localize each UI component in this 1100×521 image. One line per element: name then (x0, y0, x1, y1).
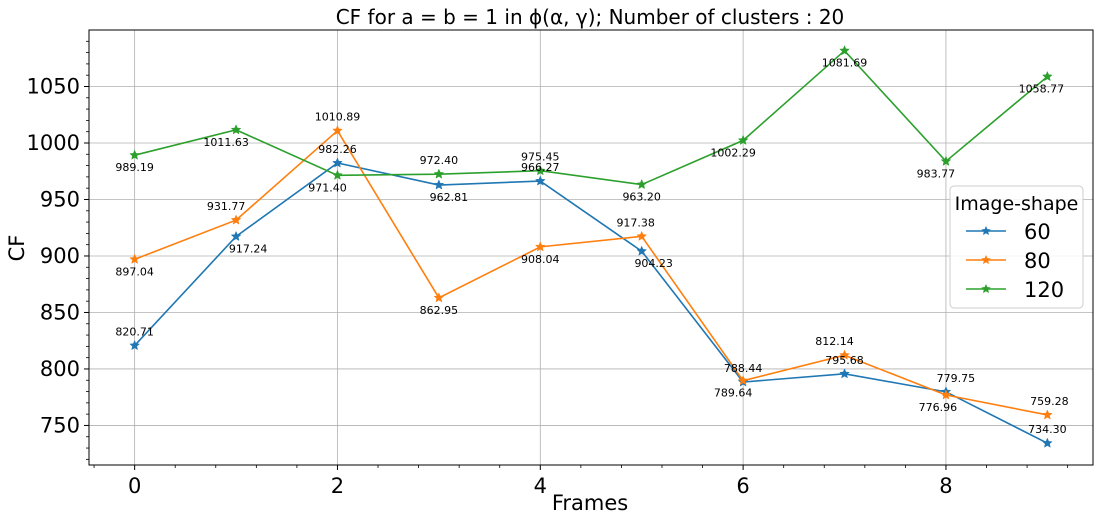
data-label: 812.14 (815, 335, 854, 348)
data-label: 795.68 (825, 354, 864, 367)
data-point (230, 124, 242, 135)
data-label: 971.40 (308, 181, 347, 194)
y-axis-label: CF (5, 235, 29, 262)
data-label: 904.23 (634, 257, 673, 270)
data-point (940, 155, 952, 166)
y-tick-label: 850 (40, 300, 80, 324)
legend: Image-shape 60 80 120 (949, 185, 1084, 309)
legend-box (949, 185, 1084, 309)
data-label: 917.24 (229, 243, 268, 256)
data-point (737, 134, 749, 145)
y-tick-label: 900 (40, 244, 80, 268)
data-point (433, 168, 445, 179)
series-120 (129, 45, 1053, 190)
data-label: 975.45 (521, 151, 560, 164)
data-point (332, 169, 343, 180)
data-point (1041, 70, 1053, 82)
data-label: 917.38 (616, 216, 655, 229)
data-label: 1058.77 (1019, 83, 1065, 96)
data-point (433, 179, 445, 190)
data-point (534, 241, 546, 252)
data-point (839, 368, 850, 379)
data-label: 789.64 (714, 387, 753, 400)
data-label: 983.77 (917, 167, 956, 180)
data-label: 963.20 (622, 191, 661, 204)
legend-label: 120 (1024, 278, 1064, 302)
data-point (433, 292, 445, 303)
data-point (534, 165, 546, 176)
chart-title: CF for a = b = 1 in ϕ(α, γ); Number of c… (336, 5, 845, 29)
data-label: 966.27 (521, 161, 560, 174)
x-tick-label: 4 (534, 474, 547, 498)
data-label: 1002.29 (710, 146, 756, 159)
data-label: 734.30 (1028, 423, 1067, 436)
data-label: 759.28 (1030, 395, 1069, 408)
data-point (230, 214, 242, 225)
data-point (534, 175, 546, 186)
data-point (636, 230, 648, 241)
series-60 (129, 157, 1053, 448)
data-label: 972.40 (420, 154, 459, 167)
data-point (839, 45, 850, 56)
data-point (332, 157, 343, 168)
x-tick-label: 6 (736, 474, 749, 498)
legend-label: 80 (1024, 249, 1051, 273)
data-label: 982.26 (318, 143, 357, 156)
y-tick-label: 1000 (27, 131, 80, 155)
series-line-80 (134, 129, 1048, 416)
data-label: 788.44 (724, 362, 763, 375)
series-80 (129, 125, 1053, 420)
y-tick-label: 750 (40, 413, 80, 437)
data-point (129, 253, 141, 264)
data-point (129, 339, 141, 351)
x-tick-label: 8 (939, 474, 952, 498)
data-label: 1081.69 (822, 57, 868, 70)
data-point (839, 349, 850, 360)
data-label: 908.04 (521, 253, 560, 266)
data-label: 862.95 (420, 304, 459, 317)
data-label: 962.81 (430, 191, 469, 204)
plot-frame (88, 29, 1094, 466)
data-point (636, 245, 648, 256)
data-point (332, 125, 343, 136)
data-point (1041, 409, 1053, 420)
x-tick-label: 0 (128, 474, 141, 498)
legend-marker (981, 283, 991, 294)
legend-label: 60 (1024, 220, 1051, 244)
data-point (1041, 437, 1053, 448)
data-label: 897.04 (115, 265, 154, 278)
x-tick-label: 2 (331, 474, 344, 498)
data-point (636, 178, 648, 190)
y-tick-label: 800 (40, 357, 80, 381)
legend-marker (981, 254, 991, 265)
data-label: 1010.89 (315, 111, 361, 124)
data-label: 779.75 (937, 372, 976, 385)
data-label: 1011.63 (203, 136, 249, 149)
y-tick-label: 950 (40, 187, 80, 211)
data-point (230, 230, 242, 242)
legend-title: Image-shape (955, 193, 1079, 215)
x-axis-label: Frames (552, 491, 628, 515)
series-line-60 (134, 162, 1048, 444)
y-tick-label: 1050 (27, 74, 80, 98)
series-line-120 (134, 49, 1048, 186)
data-label: 776.96 (919, 401, 958, 414)
data-label: 820.71 (115, 326, 154, 339)
data-point (129, 149, 141, 160)
data-point (737, 375, 749, 386)
data-point (940, 389, 952, 400)
data-label: 989.19 (115, 161, 154, 174)
data-label: 931.77 (207, 200, 246, 213)
legend-marker (981, 225, 991, 236)
